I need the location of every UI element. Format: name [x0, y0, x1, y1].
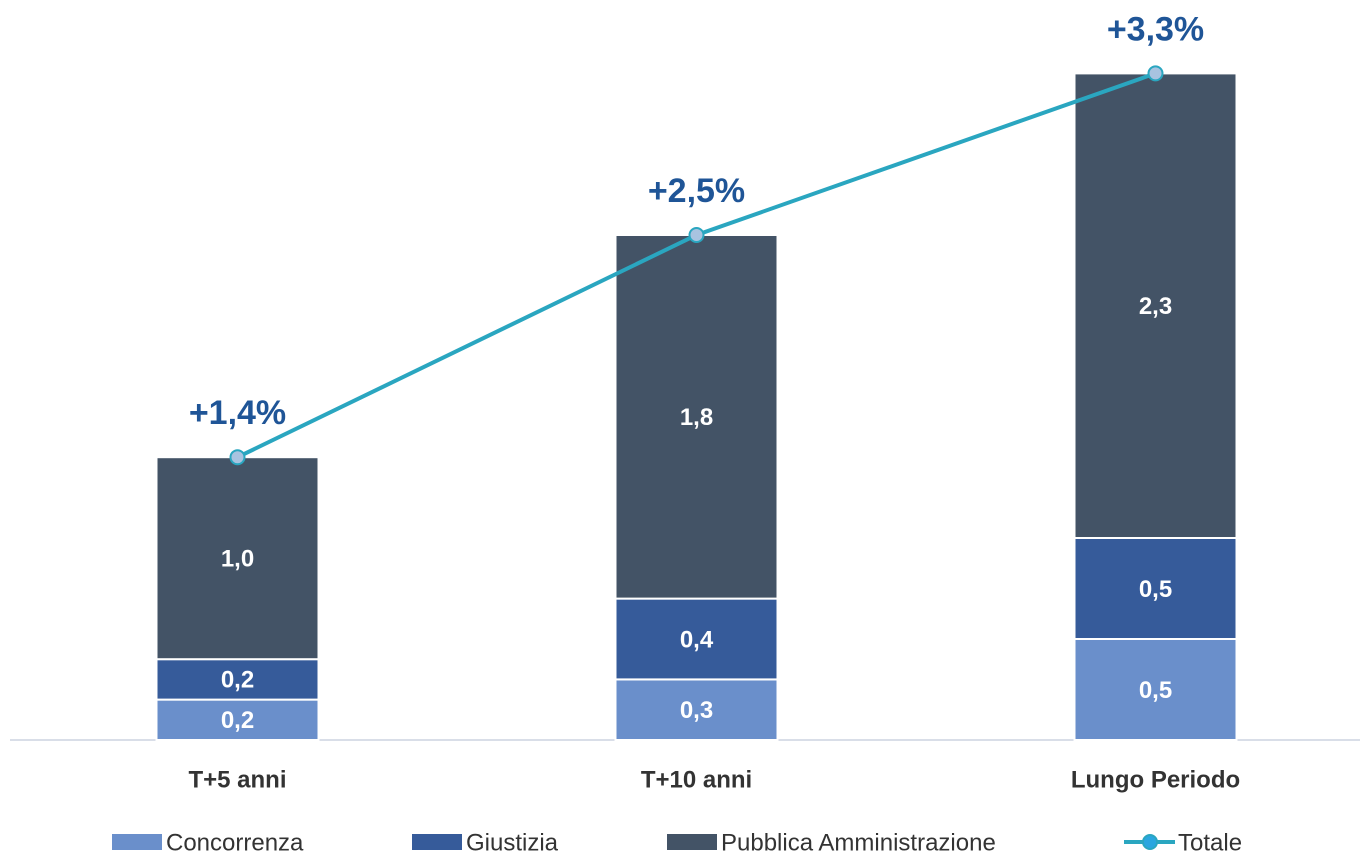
- bar-segment: [155, 698, 320, 741]
- bar-value-label: 0,2: [221, 707, 254, 734]
- legend-swatch: [412, 834, 462, 850]
- bar-value-label: 0,5: [1139, 576, 1172, 603]
- legend-label: Concorrenza: [166, 829, 304, 856]
- bar-segment: [1073, 537, 1238, 640]
- bar-value-label: 1,0: [221, 546, 254, 573]
- bar-value-label: 0,5: [1139, 677, 1172, 704]
- bar-value-label: 0,2: [221, 667, 254, 694]
- bar-value-label: 0,3: [680, 697, 713, 724]
- total-label: +2,5%: [648, 172, 745, 210]
- bar-segment: [155, 658, 320, 701]
- total-marker: [688, 227, 705, 243]
- bar-segment: [614, 678, 779, 742]
- total-label: +3,3%: [1107, 10, 1204, 48]
- total-label: +1,4%: [189, 394, 286, 432]
- x-tick-label: Lungo Periodo: [1071, 766, 1240, 793]
- legend-swatch: [112, 834, 162, 850]
- bar-value-label: 2,3: [1139, 293, 1172, 320]
- bar-value-label: 0,4: [680, 626, 714, 653]
- legend-label: Giustizia: [466, 829, 559, 856]
- legend-label: Pubblica Amministrazione: [721, 829, 996, 856]
- total-marker: [229, 449, 246, 466]
- legend-swatch: [667, 834, 717, 850]
- legend-label: Totale: [1178, 829, 1242, 856]
- legend-marker: [1142, 834, 1158, 850]
- bar-segment: [1073, 638, 1238, 741]
- bar-value-label: 1,8: [680, 404, 713, 431]
- bar-segment: [1073, 72, 1238, 540]
- x-tick-label: T+5 anni: [188, 766, 286, 793]
- total-marker: [1147, 65, 1164, 82]
- bar-segment: [614, 234, 779, 600]
- x-tick-label: T+10 anni: [641, 766, 752, 793]
- bar-segment: [614, 597, 779, 681]
